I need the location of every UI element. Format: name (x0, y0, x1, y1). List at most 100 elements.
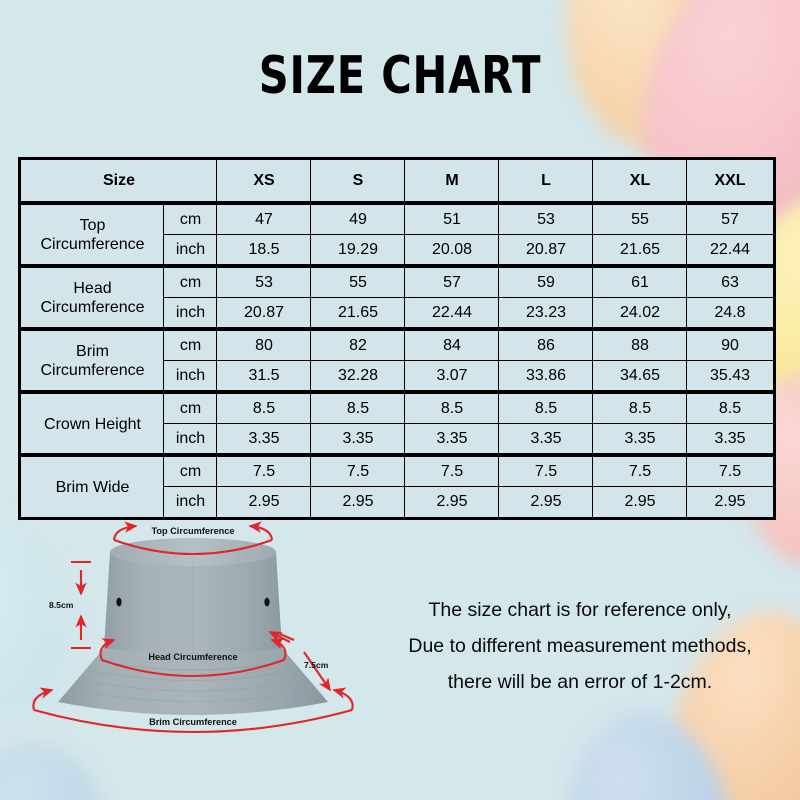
cell-brimc-cm-l: 86 (499, 328, 594, 361)
cell-head-cm-xxl: 63 (687, 265, 774, 298)
crown-height-label: 8.5cm (49, 600, 74, 610)
cell-brimc-cm-m: 84 (405, 328, 500, 361)
cell-head-cm-m: 57 (405, 265, 500, 298)
size-chart-table: Size XS S M L XL XXL Top Circumference c… (18, 157, 777, 520)
page-title: SIZE CHART (258, 46, 542, 106)
cell-head-inch-l: 23.23 (499, 298, 594, 328)
header-size: Size (21, 160, 218, 202)
cell-crown-inch-xl: 3.35 (593, 424, 688, 454)
row-label-top-circumference: Top Circumference (21, 202, 164, 265)
row-label-brim-wide: Brim Wide (21, 454, 164, 517)
cell-brimw-cm-xxl: 7.5 (687, 454, 774, 487)
cell-brimc-inch-s: 32.28 (311, 361, 406, 391)
cell-brimc-inch-m: 3.07 (405, 361, 500, 391)
unit-cm: cm (164, 454, 218, 487)
cell-crown-cm-l: 8.5 (499, 391, 594, 424)
cell-crown-cm-xs: 8.5 (217, 391, 312, 424)
table-row: Head Circumference cm 53 55 57 59 61 63 (21, 265, 774, 328)
crown-height-annotation: 8.5cm (49, 560, 91, 650)
cell-crown-inch-xs: 3.35 (217, 424, 312, 454)
cell-top-cm-xl: 55 (593, 202, 688, 235)
brim-wide-label: 7.5cm (304, 660, 329, 670)
header-size-l: L (499, 160, 594, 202)
cell-top-inch-s: 19.29 (311, 235, 406, 265)
row-label-line1: Brim Wide (55, 478, 130, 496)
disclaimer-text: The size chart is for reference only, Du… (378, 592, 782, 700)
cell-brimc-cm-xxl: 90 (687, 328, 774, 361)
eyelet-left-icon (116, 597, 122, 607)
table-row: Top Circumference cm 47 49 51 53 55 57 (21, 202, 774, 265)
unit-cm: cm (164, 265, 218, 298)
cell-brimc-inch-l: 33.86 (499, 361, 594, 391)
cell-crown-inch-m: 3.35 (405, 424, 500, 454)
row-label-line1: Head (73, 280, 112, 297)
row-label-line1: Top (79, 217, 106, 234)
cell-top-inch-xxl: 22.44 (687, 235, 774, 265)
cell-crown-cm-xl: 8.5 (593, 391, 688, 424)
table-row: inch 2.95 2.95 2.95 2.95 2.95 2.95 (21, 487, 774, 517)
unit-cm: cm (164, 391, 218, 424)
cell-top-inch-xs: 18.5 (217, 235, 312, 265)
row-label-line2: Circumference (40, 362, 145, 379)
header-size-xs: XS (217, 160, 312, 202)
bucket-hat-diagram: Top Circumference Head Circumference Bri… (18, 520, 368, 775)
cell-head-cm-s: 55 (311, 265, 406, 298)
disclaimer-line-2: Due to different measurement methods, (408, 635, 752, 657)
cell-brimc-cm-xs: 80 (217, 328, 312, 361)
cell-top-cm-s: 49 (311, 202, 406, 235)
cell-head-inch-xxl: 24.8 (687, 298, 774, 328)
top-circumference-annotation: Top Circumference (112, 521, 274, 555)
cell-brimw-inch-xl: 2.95 (593, 487, 688, 517)
cell-brimc-inch-xl: 34.65 (593, 361, 688, 391)
cell-brimc-cm-xl: 88 (593, 328, 688, 361)
row-label-line2: Circumference (40, 236, 145, 253)
row-label-crown-height: Crown Height (21, 391, 164, 454)
unit-inch: inch (164, 424, 218, 454)
hat-crown-shape (104, 538, 282, 658)
row-label-line1: Brim (76, 343, 109, 360)
header-size-s: S (311, 160, 406, 202)
table-header-row: Size XS S M L XL XXL (21, 160, 774, 202)
brim-circumference-annotation: Brim Circumference (32, 687, 354, 733)
cell-brimw-inch-xs: 2.95 (217, 487, 312, 517)
cell-crown-inch-xxl: 3.35 (687, 424, 774, 454)
eyelet-right-icon (264, 597, 270, 607)
unit-cm: cm (164, 202, 218, 235)
unit-inch: inch (164, 487, 218, 517)
header-size-xl: XL (593, 160, 688, 202)
unit-inch: inch (164, 235, 218, 265)
cell-crown-inch-l: 3.35 (499, 424, 594, 454)
cell-top-cm-xxl: 57 (687, 202, 774, 235)
table-row: inch 3.35 3.35 3.35 3.35 3.35 3.35 (21, 424, 774, 454)
disclaimer-line-1: The size chart is for reference only, (428, 599, 732, 621)
table-row: inch 31.5 32.28 3.07 33.86 34.65 35.43 (21, 361, 774, 391)
cell-top-inch-l: 20.87 (499, 235, 594, 265)
cell-top-cm-m: 51 (405, 202, 500, 235)
cell-top-cm-xs: 47 (217, 202, 312, 235)
cell-brimw-inch-m: 2.95 (405, 487, 500, 517)
cell-top-inch-m: 20.08 (405, 235, 500, 265)
brim-circumference-label: Brim Circumference (149, 717, 237, 727)
cell-brimw-cm-l: 7.5 (499, 454, 594, 487)
cell-top-cm-l: 53 (499, 202, 594, 235)
cell-head-inch-m: 22.44 (405, 298, 500, 328)
cell-top-inch-xl: 21.65 (593, 235, 688, 265)
brim-wide-annotation: 7.5cm (268, 631, 331, 692)
head-circumference-label: Head Circumference (148, 652, 237, 662)
row-label-line2: Circumference (40, 299, 145, 316)
table-row: Brim Circumference cm 80 82 84 86 88 90 (21, 328, 774, 391)
cell-head-inch-xl: 24.02 (593, 298, 688, 328)
cell-brimc-inch-xs: 31.5 (217, 361, 312, 391)
row-label-head-circumference: Head Circumference (21, 265, 164, 328)
cell-brimw-inch-s: 2.95 (311, 487, 406, 517)
disclaimer-line-3: there will be an error of 1-2cm. (447, 671, 713, 693)
table-row: Crown Height cm 8.5 8.5 8.5 8.5 8.5 8.5 (21, 391, 774, 454)
decorative-egg-blue-bottom (555, 704, 741, 800)
header-size-xxl: XXL (687, 160, 774, 202)
cell-crown-cm-m: 8.5 (405, 391, 500, 424)
unit-inch: inch (164, 361, 218, 391)
cell-brimw-cm-s: 7.5 (311, 454, 406, 487)
table-row: Brim Wide cm 7.5 7.5 7.5 7.5 7.5 7.5 (21, 454, 774, 517)
header-size-m: M (405, 160, 500, 202)
